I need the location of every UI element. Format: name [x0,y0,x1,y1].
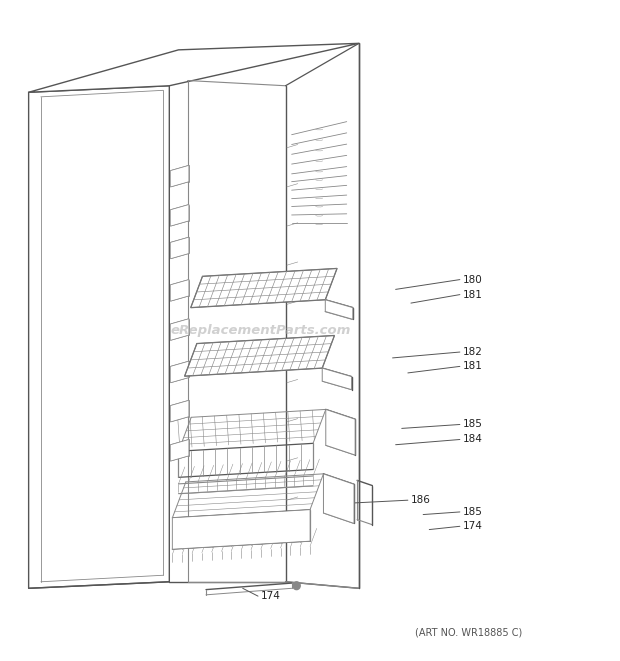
Polygon shape [326,409,355,455]
Polygon shape [170,361,189,383]
Polygon shape [29,44,359,93]
Polygon shape [170,280,189,301]
Text: 186: 186 [411,495,431,505]
Polygon shape [170,319,189,340]
Text: 185: 185 [463,420,483,430]
Polygon shape [322,368,352,389]
Text: eReplacementParts.com: eReplacementParts.com [171,324,352,337]
Text: 182: 182 [463,347,483,357]
Polygon shape [324,474,354,524]
Polygon shape [326,299,353,319]
Text: 174: 174 [463,522,483,531]
Text: 180: 180 [463,274,482,285]
Polygon shape [191,268,337,307]
Text: 181: 181 [463,362,483,371]
Text: 185: 185 [463,507,483,517]
Text: 181: 181 [463,290,483,299]
Text: 184: 184 [463,434,483,444]
Polygon shape [170,401,189,422]
Circle shape [293,582,300,590]
Polygon shape [170,237,189,258]
Text: 174: 174 [261,591,281,601]
Polygon shape [185,336,334,376]
Text: (ART NO. WR18885 C): (ART NO. WR18885 C) [415,627,523,637]
Polygon shape [170,204,189,226]
Polygon shape [29,86,169,588]
Polygon shape [170,440,189,461]
Polygon shape [170,165,189,187]
Polygon shape [172,510,310,549]
